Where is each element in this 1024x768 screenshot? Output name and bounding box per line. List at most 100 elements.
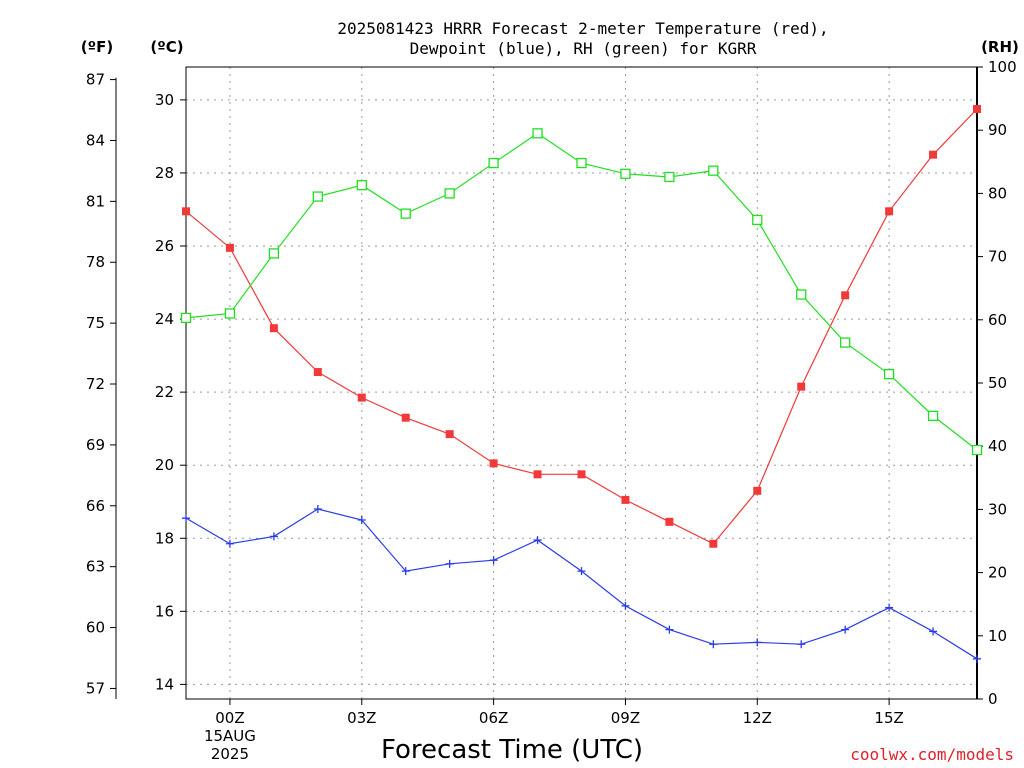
fahrenheit-tick-label: 57	[86, 679, 105, 697]
dewpoint-point	[621, 601, 630, 610]
fahrenheit-tick-label: 75	[86, 314, 105, 332]
x-tick-label: 15Z	[874, 709, 903, 727]
rh-tick-label: 60	[988, 311, 1007, 329]
rh-tick-label: 0	[988, 690, 998, 708]
rh-line	[185, 132, 978, 451]
x-tick-label: 06Z	[479, 709, 508, 727]
dewpoint-point	[182, 514, 190, 523]
temperature-point	[533, 470, 542, 479]
x-tick-label: 03Z	[347, 709, 376, 727]
x-tick-label: 09Z	[611, 709, 640, 727]
celsius-tick-label: 28	[155, 164, 174, 182]
dewpoint-point	[357, 515, 366, 524]
rh-point	[400, 208, 411, 219]
rh-tick-label: 90	[988, 121, 1007, 139]
temperature-point	[445, 430, 454, 439]
rh-point	[224, 308, 236, 319]
temperature-point	[665, 517, 674, 526]
temperature-series	[182, 105, 981, 548]
rh-point	[444, 188, 455, 199]
temperature-point	[709, 539, 718, 548]
fahrenheit-tick-label: 66	[86, 497, 105, 515]
rh-tick-label: 70	[988, 248, 1007, 266]
dewpoint-point	[753, 638, 762, 647]
chart-title-line2: Dewpoint (blue), RH (green) for KGRR	[410, 39, 757, 58]
rh-point	[488, 157, 499, 169]
rh-point	[268, 248, 280, 259]
fahrenheit-tick-label: 63	[86, 558, 105, 576]
dewpoint-point	[577, 567, 586, 576]
rh-point	[180, 312, 192, 324]
temperature-point	[973, 105, 981, 114]
x-axis-label: Forecast Time (UTC)	[381, 735, 643, 765]
rh-point	[796, 289, 807, 300]
rh-point	[312, 191, 323, 202]
fahrenheit-tick-label: 81	[86, 192, 105, 210]
chart-title-line1: 2025081423 HRRR Forecast 2-meter Tempera…	[337, 19, 828, 38]
celsius-tick-label: 26	[155, 237, 174, 255]
series-lines	[180, 105, 983, 663]
dewpoint-point	[841, 625, 850, 634]
celsius-tick-label: 14	[155, 675, 174, 693]
rh-point	[971, 444, 983, 456]
celsius-tick-label: 30	[155, 91, 174, 109]
temperature-point	[885, 207, 894, 216]
temperature-point	[313, 368, 322, 377]
temperature-line	[185, 108, 978, 545]
temperature-point	[797, 382, 806, 391]
fahrenheit-unit-label: (ºF)	[81, 38, 113, 56]
dewpoint-point	[489, 556, 498, 565]
rh-point	[708, 165, 719, 176]
temperature-point	[841, 291, 850, 300]
x-tick-year-label: 2025	[211, 745, 249, 763]
rh-series	[180, 128, 983, 456]
fahrenheit-tick-label: 87	[86, 71, 105, 89]
rh-point	[927, 410, 939, 422]
grid	[186, 67, 977, 699]
x-tick-label: 12Z	[743, 709, 772, 727]
rh-point	[840, 337, 851, 348]
temperature-point	[357, 393, 366, 402]
rh-point	[356, 180, 367, 191]
fahrenheit-tick-label: 78	[86, 253, 105, 271]
celsius-tick-label: 20	[155, 456, 174, 474]
dewpoint-point	[401, 567, 410, 576]
rh-point	[620, 168, 631, 179]
rh-tick-label: 10	[988, 627, 1007, 645]
celsius-tick-label: 18	[155, 529, 174, 547]
temperature-point	[489, 459, 498, 468]
temperature-point	[753, 486, 762, 495]
temperature-point	[225, 243, 234, 252]
axes: 14 16 18 20 22 24 26 28 30 57 60 63 66 69 72 75 78 81 84 87…	[86, 58, 1017, 763]
rh-point	[576, 157, 587, 169]
rh-tick-label: 40	[988, 437, 1007, 455]
rh-point	[883, 369, 895, 380]
celsius-tick-label: 22	[155, 383, 174, 401]
fahrenheit-tick-label: 69	[86, 436, 105, 454]
dewpoint-point	[533, 536, 542, 545]
rh-point	[752, 214, 763, 226]
rh-point	[532, 128, 543, 139]
rh-tick-label: 50	[988, 374, 1007, 392]
dewpoint-point	[445, 559, 454, 568]
rh-unit-label: (RH)	[981, 38, 1019, 56]
dewpoint-point	[885, 603, 894, 612]
temperature-point	[621, 495, 630, 504]
dewpoint-point	[225, 539, 234, 548]
dewpoint-point	[313, 505, 322, 514]
x-tick-label: 00Z	[215, 709, 244, 727]
fahrenheit-tick-label: 84	[86, 131, 105, 149]
dewpoint-series	[182, 505, 981, 663]
celsius-tick-label: 24	[155, 310, 174, 328]
dewpoint-line	[185, 508, 978, 660]
celsius-tick-label: 16	[155, 602, 174, 620]
temperature-point	[269, 324, 278, 333]
rh-tick-label: 20	[988, 564, 1007, 582]
dewpoint-point	[665, 625, 674, 634]
dewpoint-point	[269, 532, 278, 541]
dewpoint-point	[973, 654, 981, 663]
x-tick-date-label: 15AUG	[204, 727, 256, 745]
celsius-unit-label: (ºC)	[150, 38, 183, 56]
rh-tick-label: 80	[988, 184, 1007, 202]
